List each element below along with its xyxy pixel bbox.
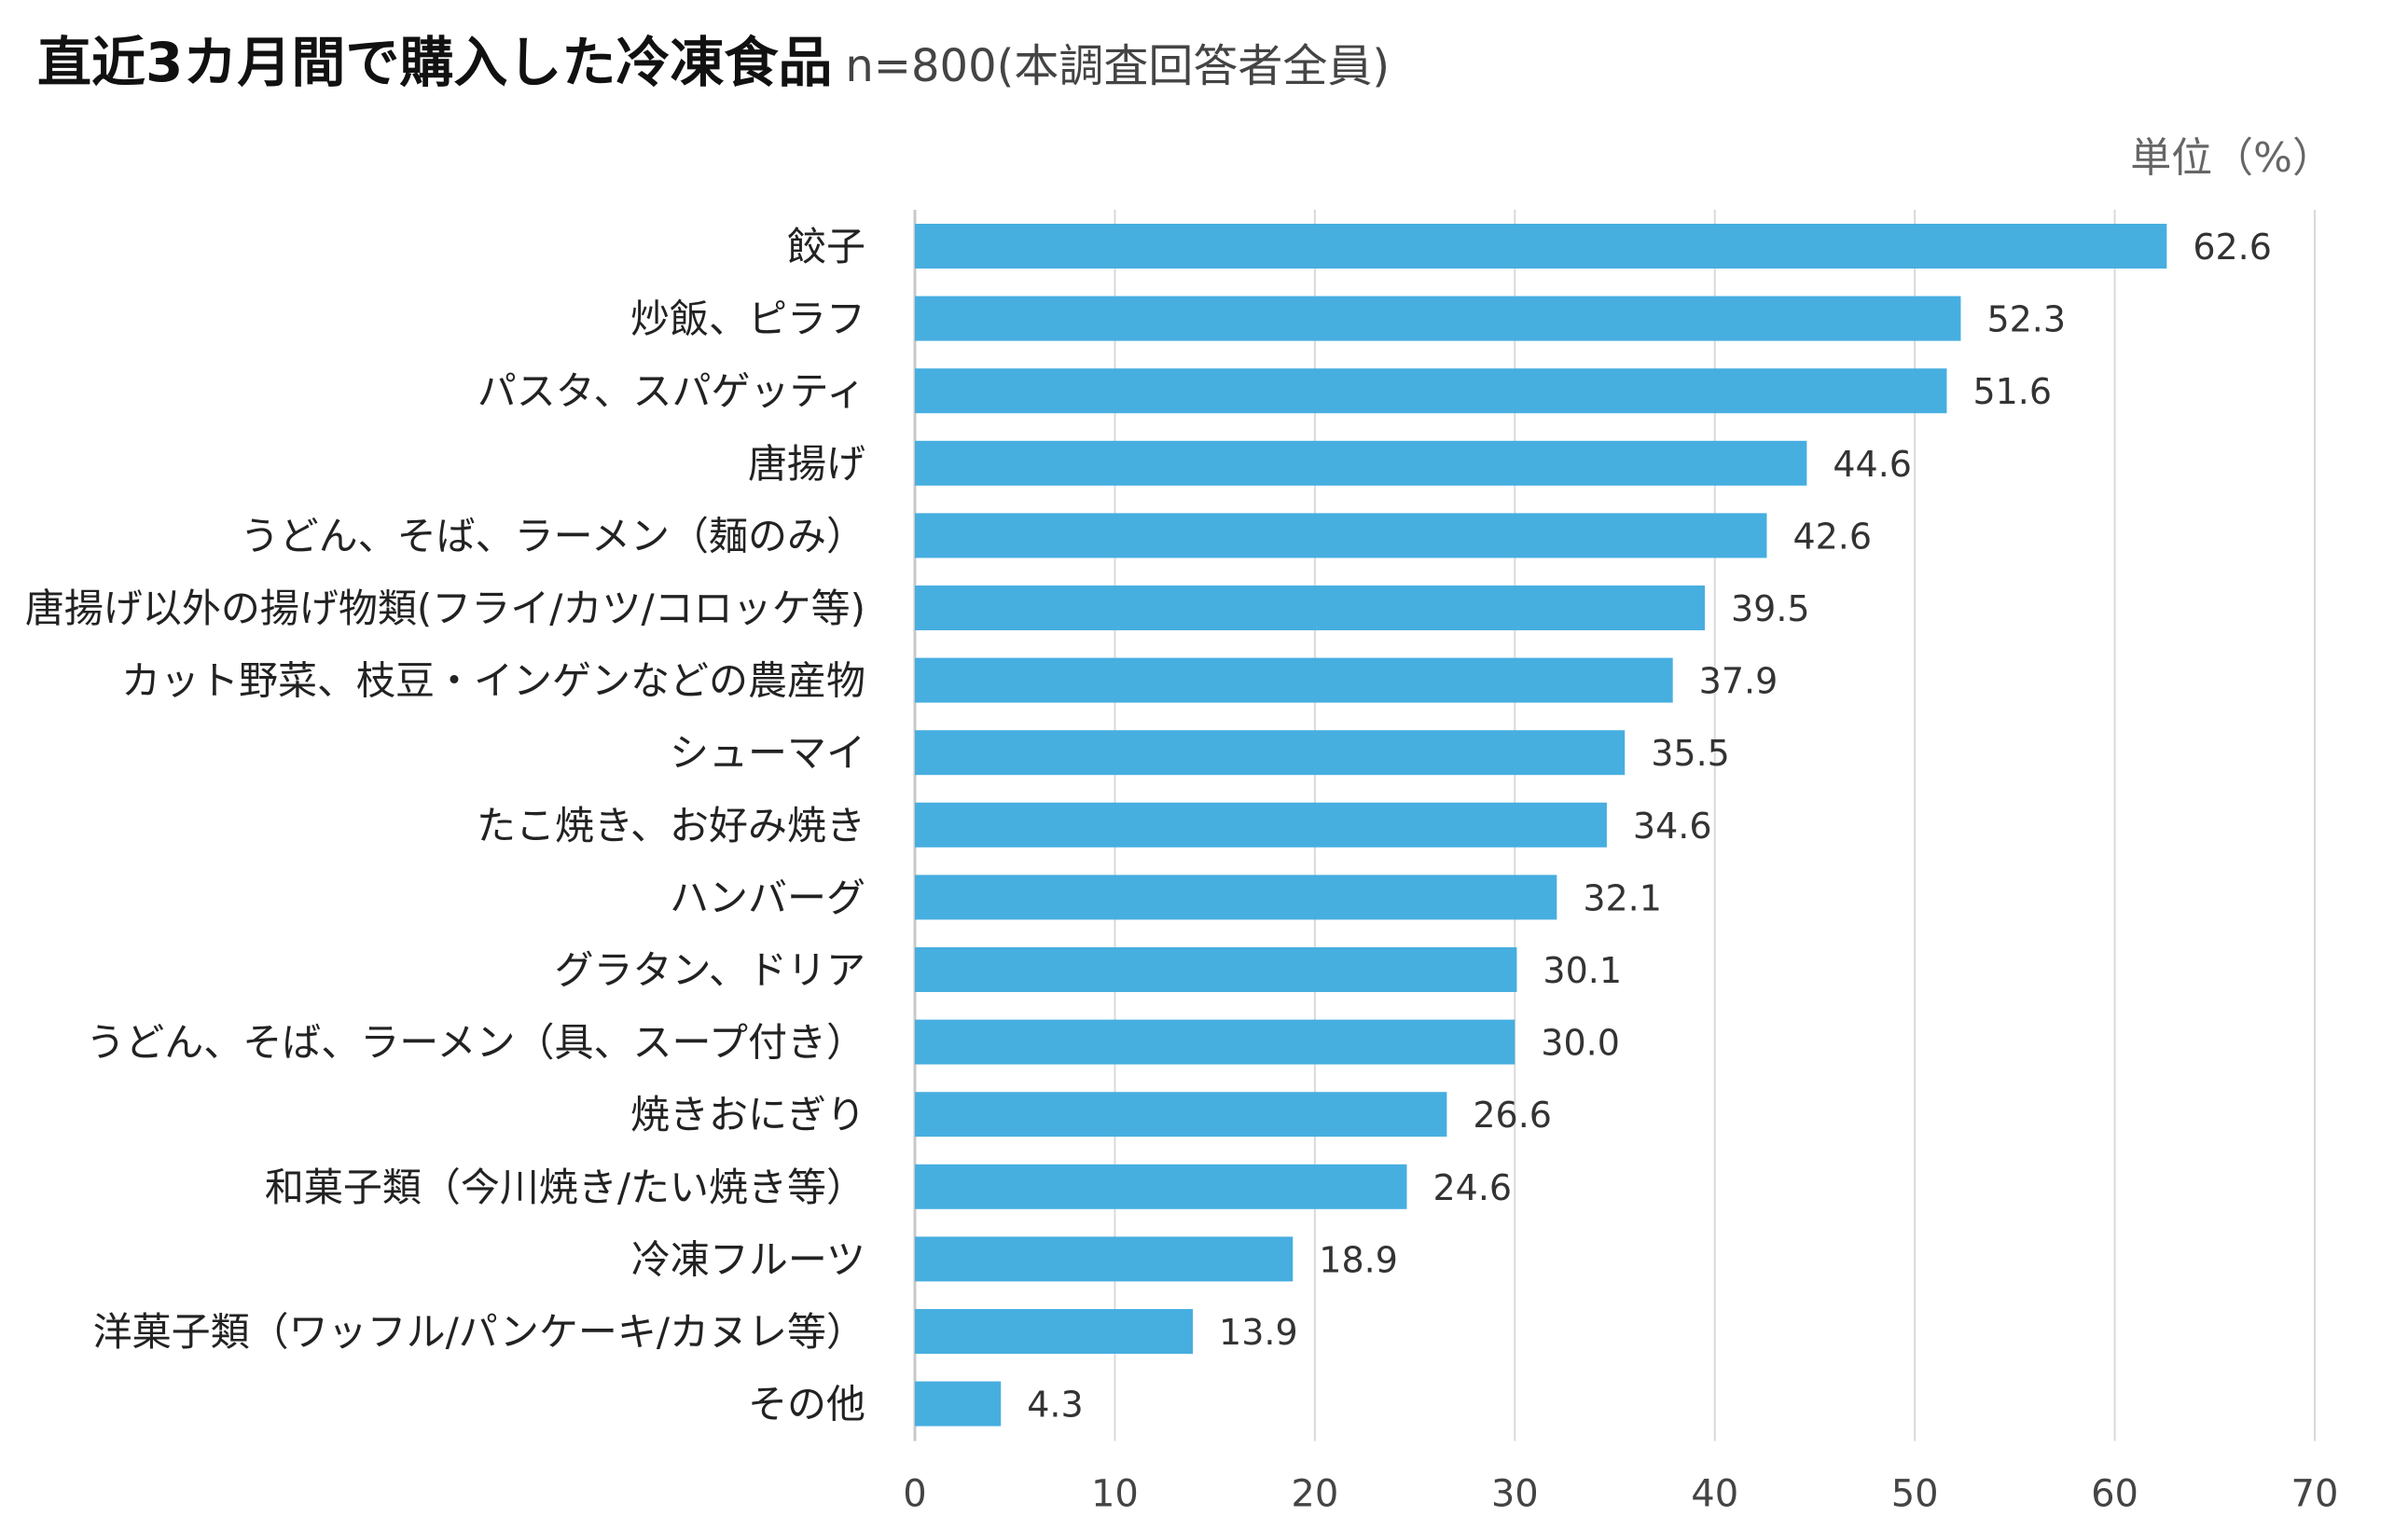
bar [915, 224, 2167, 269]
x-tick-label: 50 [1891, 1473, 1939, 1516]
x-tick-label: 70 [2291, 1473, 2339, 1516]
bar [915, 1164, 1407, 1209]
value-label: 51.6 [1972, 371, 2052, 412]
category-label: 和菓子類（今川焼き/たい焼き等） [265, 1165, 865, 1210]
bar [915, 657, 1673, 703]
value-label: 34.6 [1633, 806, 1712, 847]
category-label: 餃子 [787, 224, 865, 269]
category-label: ハンバーグ [670, 875, 865, 920]
category-label: シューマイ [670, 730, 865, 776]
chart-title-block: 直近3カ月間で購入した冷凍食品 n=800(本調査回答者全員) [37, 19, 1390, 97]
chart-title: 直近3カ月間で購入した冷凍食品 [37, 31, 833, 94]
value-label: 52.3 [1986, 299, 2066, 340]
bar [915, 875, 1557, 920]
unit-label: 単位（%） [2130, 134, 2333, 182]
x-tick-label: 40 [1691, 1473, 1738, 1516]
x-tick-label: 0 [903, 1473, 926, 1516]
bar [915, 1019, 1515, 1065]
category-label: 唐揚げ [748, 441, 865, 487]
value-label: 18.9 [1319, 1239, 1398, 1280]
value-label: 42.6 [1792, 516, 1872, 557]
value-label: 62.6 [2193, 227, 2272, 268]
bar [915, 1381, 1002, 1427]
x-tick-label: 10 [1091, 1473, 1139, 1516]
bar [915, 730, 1626, 776]
value-label: 24.6 [1432, 1167, 1512, 1208]
value-label: 37.9 [1699, 661, 1778, 702]
chart-subtitle: n=800(本調査回答者全員) [845, 40, 1391, 92]
bar [915, 1309, 1194, 1354]
value-label: 44.6 [1833, 444, 1912, 485]
category-label: 炒飯、ピラフ [630, 296, 865, 342]
value-label: 35.5 [1651, 733, 1730, 774]
value-label: 26.6 [1473, 1095, 1552, 1136]
x-tick-label: 20 [1291, 1473, 1338, 1516]
bar [915, 1236, 1294, 1282]
bar [915, 368, 1947, 414]
x-tick-label: 30 [1491, 1473, 1539, 1516]
bar [915, 513, 1767, 558]
bar [915, 947, 1517, 992]
value-label: 39.5 [1731, 588, 1810, 629]
x-tick-label: 60 [2091, 1473, 2138, 1516]
bar [915, 802, 1607, 848]
category-label: 唐揚げ以外の揚げ物類(フライ/カツ/コロッケ等) [25, 586, 865, 631]
bar [915, 296, 1961, 341]
value-label: 30.0 [1541, 1023, 1620, 1064]
bar [915, 586, 1705, 630]
category-label: カット野菜、枝豆・インゲンなどの農産物 [121, 658, 865, 704]
value-label: 30.1 [1543, 950, 1622, 991]
category-label: うどん、そば、ラーメン（具、スープ付き） [86, 1020, 865, 1066]
category-label: グラタン、ドリア [555, 947, 865, 993]
value-label: 4.3 [1027, 1385, 1083, 1426]
category-label: 焼きおにぎり [630, 1092, 865, 1137]
category-label: 洋菓子類（ワッフル/パンケーキ/カヌレ等） [93, 1309, 865, 1355]
value-label: 13.9 [1219, 1312, 1298, 1353]
category-label: たこ焼き、お好み焼き [477, 803, 865, 848]
category-label: その他 [748, 1382, 865, 1427]
category-label: パスタ、スパゲッティ [477, 368, 865, 414]
category-label: 冷凍フルーツ [631, 1236, 865, 1282]
value-label: 32.1 [1583, 877, 1662, 918]
category-label: うどん、そば、ラーメン（麺のみ） [241, 513, 865, 558]
bar [915, 1092, 1447, 1137]
bar [915, 440, 1807, 486]
